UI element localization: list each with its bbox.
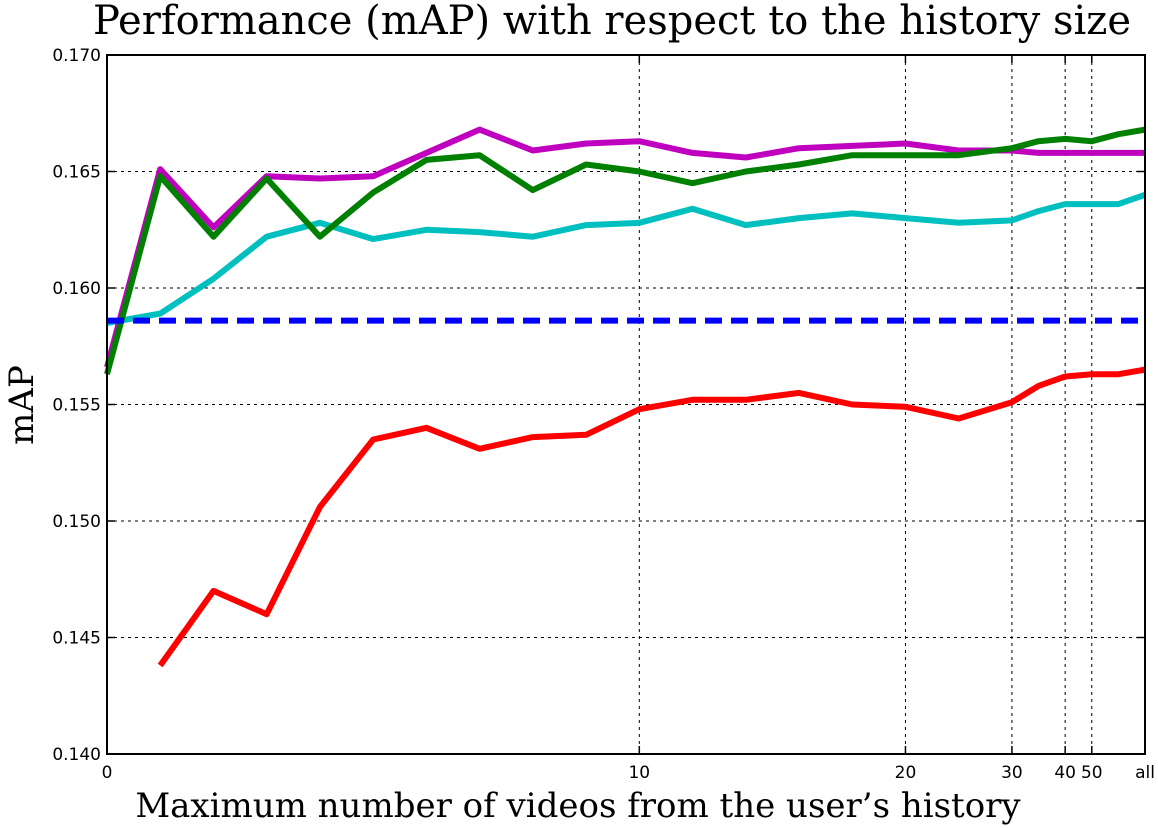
axis-ticks: 0.140 0.145 0.150 0.155 0.160 0.165 0.170 0 10 20…	[52, 46, 1155, 783]
x-axis-label: Maximum number of videos from the user’s…	[135, 786, 1021, 826]
series-lines	[104, 126, 1146, 668]
y-tick-label: 0.160	[52, 279, 101, 299]
x-tick-label: 10	[628, 763, 650, 783]
y-axis-label: mAP	[2, 365, 42, 445]
grid-lines	[107, 55, 1145, 754]
series-line-2	[106, 191, 1146, 326]
y-tick-label: 0.170	[52, 46, 101, 66]
x-tick-label: 30	[1001, 763, 1023, 783]
y-tick-label: 0.155	[52, 396, 101, 416]
series-line-1	[157, 366, 1146, 668]
series-line-3	[104, 126, 1145, 368]
x-tick-label: 20	[895, 763, 917, 783]
x-tick-label: 0	[102, 763, 113, 783]
x-tick-label: 50	[1081, 763, 1103, 783]
chart-title: Performance (mAP) with respect to the hi…	[93, 0, 1131, 44]
y-tick-label: 0.145	[52, 629, 101, 649]
y-tick-label: 0.140	[52, 745, 101, 765]
series-line-4	[104, 126, 1146, 375]
y-tick-label: 0.150	[52, 512, 101, 532]
x-tick-label: all	[1135, 763, 1155, 783]
x-tick-label: 40	[1054, 763, 1076, 783]
y-tick-label: 0.165	[52, 163, 101, 183]
